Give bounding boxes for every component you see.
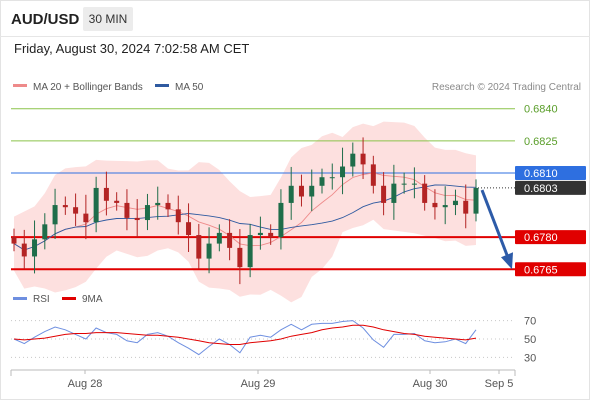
candle-body <box>278 202 284 238</box>
level-label-support: 0.6780 <box>524 232 558 244</box>
rsi-panel: 30 50 70 <box>11 316 536 364</box>
level-label-current: 0.6803 <box>524 183 558 195</box>
legend-swatch-rsi <box>13 297 27 300</box>
candle-body <box>11 237 17 244</box>
timeframe-selector[interactable]: 30 MIN <box>83 7 133 31</box>
moving-averages <box>13 172 477 251</box>
candle-body <box>83 213 89 223</box>
candle-body <box>452 200 458 206</box>
candle-body <box>401 183 407 185</box>
rsi-line <box>13 320 477 356</box>
candle-body <box>52 205 58 225</box>
bollinger-band <box>14 121 476 303</box>
legend-ma50: MA 50 <box>175 82 204 93</box>
time-tick-label: Aug 28 <box>68 378 103 390</box>
candle-body <box>391 183 397 203</box>
candle-body <box>432 202 438 208</box>
candle-body <box>257 232 263 236</box>
time-tick-label: Sep 5 <box>485 378 514 390</box>
candle-body <box>144 205 150 221</box>
forecast-arrow <box>480 189 513 270</box>
rsi-tick-label: 70 <box>524 316 536 328</box>
time-axis: Aug 28 Aug 29 Aug 30 Sep 5 <box>10 369 516 390</box>
price-levels <box>11 108 515 271</box>
candle-body <box>114 200 120 203</box>
level-label-resistance: 0.6825 <box>524 136 558 148</box>
candle-body <box>21 243 27 257</box>
level-badge-pivot <box>515 165 586 180</box>
candle-body <box>411 183 417 185</box>
candle-body <box>93 187 99 223</box>
candle-body <box>227 232 233 248</box>
header-divider <box>0 36 590 37</box>
level-badge-support <box>515 230 586 245</box>
candle-body <box>62 205 68 208</box>
candle-body <box>186 222 192 236</box>
level-labels: 0.6840 0.6825 0.6810 0.6803 0.6780 0.6765 <box>515 104 586 277</box>
candle-body <box>247 235 253 268</box>
forecast-arrow-shaft <box>480 189 511 261</box>
symbol-label: AUD/USD <box>11 11 80 28</box>
candle-body <box>473 187 479 214</box>
rsi-ma-line <box>13 324 477 345</box>
candle-body <box>103 187 109 201</box>
rsi-tick-label: 30 <box>524 352 536 364</box>
ma50-line <box>13 184 477 251</box>
ma20-line <box>13 172 477 251</box>
time-tick-label: Aug 30 <box>413 378 448 390</box>
candle-body <box>73 207 79 214</box>
candle-body <box>309 185 315 197</box>
candle-body <box>350 153 356 167</box>
candle-body <box>340 166 346 178</box>
rsi-tick-label: 50 <box>524 334 536 346</box>
candle-body <box>32 239 38 257</box>
candle-body <box>268 232 274 238</box>
level-badge-support <box>515 262 586 277</box>
candle-body <box>360 153 366 165</box>
candle-body <box>196 235 202 259</box>
bollinger-band-area <box>14 121 476 303</box>
candle-body <box>288 185 294 203</box>
level-label-support: 0.6765 <box>524 264 558 276</box>
legend-9ma: 9MA <box>82 294 103 305</box>
candles <box>11 137 479 285</box>
legend-swatch-bb <box>13 84 27 87</box>
level-badge-current <box>515 180 586 195</box>
candle-body <box>319 177 325 186</box>
time-tick-label: Aug 29 <box>241 378 276 390</box>
candle-body <box>298 185 304 197</box>
candle-body <box>124 202 130 218</box>
candle-body <box>216 232 222 244</box>
candle-body <box>155 202 161 206</box>
forecast-arrow-head <box>501 252 513 270</box>
level-label-pivot: 0.6810 <box>524 168 558 180</box>
candle-body <box>134 217 140 221</box>
candle-body <box>442 205 448 208</box>
candle-body <box>42 224 48 240</box>
candle-body <box>463 200 469 214</box>
candle-body <box>237 247 243 268</box>
legend-swatch-9ma <box>62 297 76 300</box>
candle-body <box>381 185 387 203</box>
chart-timestamp: Friday, August 30, 2024 7:02:58 AM CET <box>14 41 250 56</box>
candle-body <box>165 202 171 210</box>
candle-body <box>329 177 335 179</box>
level-label-resistance: 0.6840 <box>524 104 558 116</box>
candle-body <box>175 209 181 223</box>
candle-body <box>370 164 376 186</box>
legend-rsi: RSI <box>33 294 50 305</box>
legend-swatch-ma50 <box>155 84 169 87</box>
legend-bb: MA 20 + Bollinger Bands <box>33 82 143 93</box>
candle-body <box>206 243 212 259</box>
top-bar: AUD/USD 30 MIN <box>0 0 590 36</box>
credit-text: Research © 2024 Trading Central <box>432 82 581 93</box>
candle-body <box>422 183 428 203</box>
